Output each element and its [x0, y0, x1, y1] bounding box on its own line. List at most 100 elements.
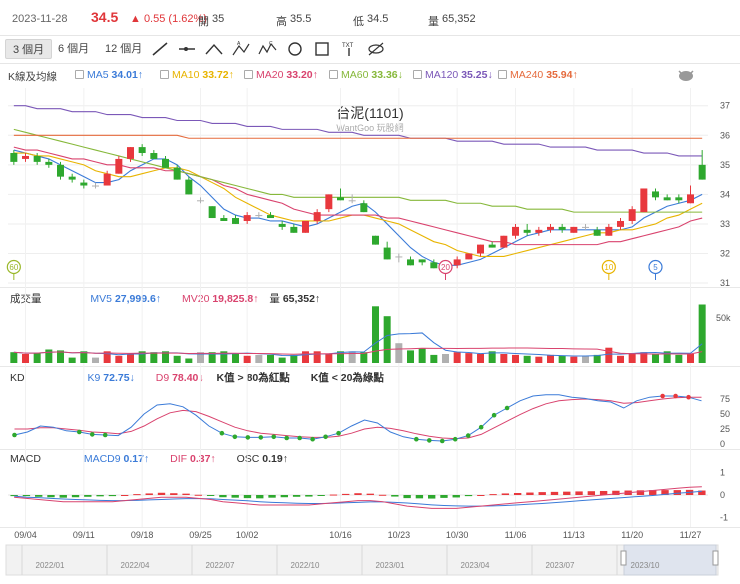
- candle-body: [150, 153, 158, 159]
- candle-body: [45, 161, 53, 165]
- candle-body: [278, 223, 286, 227]
- candle-body: [372, 235, 379, 245]
- candle-body: [162, 158, 169, 168]
- candle-body: [173, 167, 181, 180]
- navigator-label: 2023/07: [546, 561, 575, 570]
- kd-red-dot: [673, 393, 678, 399]
- legend-checkbox[interactable]: [498, 70, 507, 79]
- macd-osc-bar: [35, 495, 43, 497]
- kd-green-dot: [439, 438, 445, 444]
- kd-red-dot: [686, 394, 691, 400]
- macd-osc-bar: [636, 490, 645, 495]
- hide-tool-icon[interactable]: [366, 40, 386, 58]
- legend-ma10[interactable]: MA10 33.72↑: [160, 69, 234, 81]
- ma-line-ma240: [13, 134, 703, 139]
- macd-osc-bar: [317, 495, 325, 496]
- volume-bar: [582, 355, 589, 363]
- candle-body: [313, 212, 321, 221]
- volume-bar: [33, 353, 41, 363]
- pattern-abcde-icon[interactable]: C: [258, 40, 278, 58]
- quote-bar: 2023-11-28 34.5 ▲ 0.55 (1.62%) 開 35 高 35…: [0, 0, 740, 36]
- navigator-label: 2022/04: [121, 561, 150, 570]
- legend-checkbox[interactable]: [244, 70, 253, 79]
- volume-bar: [325, 354, 333, 363]
- ma-line-ma5: [13, 149, 703, 266]
- ma10-label: MA10: [172, 69, 200, 81]
- kd-green-dot: [465, 433, 471, 438]
- candle-body: [687, 194, 694, 204]
- legend-ma20[interactable]: MA20 33.20↑: [244, 69, 318, 81]
- candle-body: [547, 226, 554, 230]
- time-tick-label: 09/18: [131, 530, 154, 540]
- legend-checkbox[interactable]: [160, 70, 169, 79]
- candle-body: [267, 215, 274, 219]
- dif-value: 0.37↑: [189, 453, 216, 465]
- volume-bar: [512, 354, 519, 363]
- volume-bar: [22, 354, 29, 363]
- macd-osc-bar: [575, 491, 583, 495]
- dif-label: DIF: [170, 453, 188, 465]
- period-6m-button[interactable]: 6 個月: [58, 43, 90, 55]
- macd-osc-bar: [268, 495, 276, 498]
- rect-tool-icon[interactable]: [312, 40, 332, 58]
- kd-tick-label: 0: [720, 439, 725, 449]
- legend-checkbox[interactable]: [329, 70, 338, 79]
- kd-green-dot: [310, 436, 315, 442]
- legend-checkbox[interactable]: [75, 70, 84, 79]
- period-3m-button[interactable]: 3 個月: [5, 39, 53, 59]
- kd-green-dot: [504, 405, 510, 411]
- pattern-abc-icon[interactable]: A: [231, 40, 251, 58]
- kd-green-dot: [478, 424, 484, 430]
- volume-bar: [92, 357, 99, 363]
- ray-tool-icon[interactable]: [177, 40, 197, 58]
- volume-tick-label: 50k: [716, 313, 731, 323]
- candle-body: [652, 191, 659, 198]
- volume-bar: [372, 306, 379, 363]
- line-tool-icon[interactable]: [150, 40, 170, 58]
- volume-bar: [115, 355, 123, 363]
- volume-bar: [103, 351, 111, 363]
- candle-body: [337, 197, 344, 201]
- kd-green-dot: [336, 430, 341, 436]
- ma-marker-label: 20: [441, 263, 450, 272]
- circle-tool-icon[interactable]: [285, 40, 305, 58]
- legend-checkbox[interactable]: [413, 70, 422, 79]
- macd-osc-bar: [170, 493, 178, 495]
- macd-osc-bar: [661, 490, 669, 495]
- candle-body: [33, 155, 41, 162]
- time-tick-label: 10/23: [388, 530, 411, 540]
- legend-ma240[interactable]: MA240 35.94↑: [498, 69, 578, 81]
- ma-marker: [438, 259, 453, 275]
- macd-osc-bar: [329, 494, 338, 496]
- period-12m-button[interactable]: 12 個月: [105, 43, 143, 55]
- volume-bar: [617, 355, 624, 363]
- candle-body: [348, 200, 356, 202]
- legend-ma5[interactable]: MA5 34.01↑: [75, 69, 143, 81]
- volume-bar: [173, 355, 181, 363]
- svg-text:TXT: TXT: [342, 43, 354, 49]
- ma-marker: [648, 259, 663, 275]
- macd-osc-bar: [10, 495, 18, 497]
- volume-bar: [337, 351, 344, 363]
- svg-text:C: C: [269, 41, 273, 47]
- volume-bar: [488, 351, 496, 363]
- legend-ma120[interactable]: MA120 35.25↓: [413, 69, 493, 81]
- text-tool-icon[interactable]: TXT: [339, 40, 359, 58]
- angle-tool-icon[interactable]: [204, 40, 224, 58]
- navigator-label: 2023/04: [461, 561, 490, 570]
- legend-ma60[interactable]: MA60 33.36↓: [329, 69, 403, 81]
- candle-body: [570, 226, 578, 233]
- macd-dif-line: [14, 486, 702, 509]
- candle-body: [430, 262, 438, 269]
- navigator-label: 2022/07: [206, 561, 235, 570]
- kd-green-dot: [491, 412, 497, 418]
- range-handle-left: [620, 550, 627, 566]
- high-value: 35.5: [290, 13, 312, 25]
- candle-body: [582, 226, 589, 228]
- volume-bar: [127, 354, 134, 363]
- kd-green-dot: [258, 435, 264, 440]
- mv5-line: [13, 332, 703, 357]
- osc-label: OSC: [236, 453, 260, 465]
- macd-osc-bar: [206, 495, 215, 496]
